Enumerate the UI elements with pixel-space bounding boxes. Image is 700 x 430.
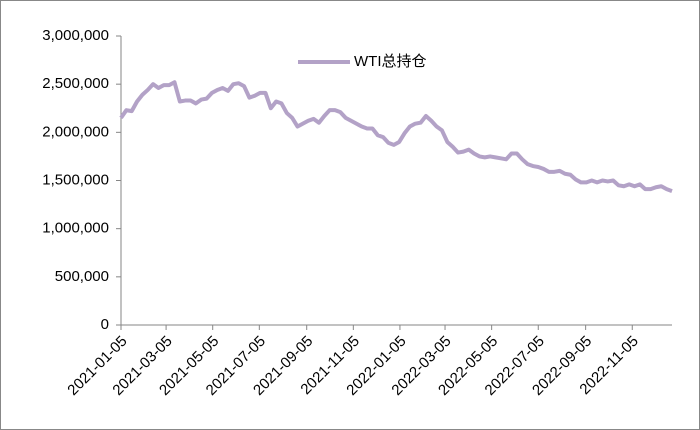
y-tick-label: 2,000,000: [42, 123, 109, 140]
y-tick-label: 1,500,000: [42, 171, 109, 188]
y-tick-label: 2,500,000: [42, 75, 109, 92]
y-tick-label: 1,000,000: [42, 220, 109, 237]
y-tick-label: 3,000,000: [42, 27, 109, 44]
y-tick-label: 500,000: [55, 268, 109, 285]
y-tick-label: 0: [101, 316, 109, 333]
data-line: [119, 80, 673, 193]
legend-label: WTI总持仓: [354, 53, 427, 70]
